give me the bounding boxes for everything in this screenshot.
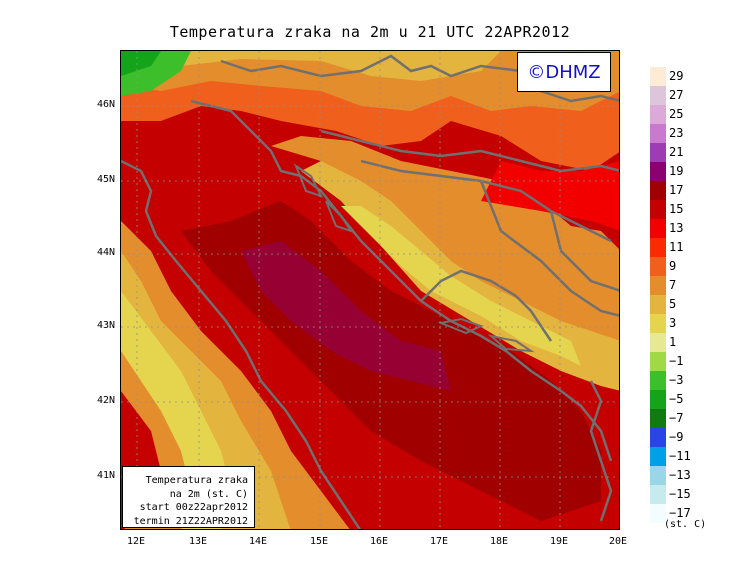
info-line-4: termin 21Z22APR2012 [133,515,248,527]
info-line-2: na 2m (st. C) [169,488,248,500]
legend-swatch [650,466,666,485]
legend-swatch [650,409,666,428]
legend-label: 7 [669,278,677,292]
legend-swatch [650,352,666,371]
legend-swatch [650,162,666,181]
lon-label: 13E [188,536,208,547]
legend-swatch [650,257,666,276]
legend-label: −13 [669,468,691,482]
legend-label: 29 [669,69,684,83]
legend-label: 21 [669,145,684,159]
lat-label: 45N [96,174,115,185]
info-line-3: start 00z22apr2012 [139,502,248,513]
legend-label: 19 [669,164,684,178]
legend-label: 13 [669,221,684,235]
lat-label: 41N [96,470,115,481]
legend-label: 5 [669,297,677,311]
legend-swatch [650,295,666,314]
lat-label: 42N [96,395,115,406]
lon-label: 19E [549,536,569,547]
lat-label: 43N [96,320,115,331]
lon-label: 16E [369,536,389,547]
lon-label: 15E [309,536,329,547]
legend-swatch [650,86,666,105]
legend-label: −7 [669,411,684,425]
legend-label: 27 [669,88,684,102]
lon-label: 17E [429,536,449,547]
legend-label: 11 [669,240,684,254]
legend-swatch [650,181,666,200]
legend-label: −15 [669,487,691,501]
legend-label: −11 [669,449,691,463]
legend-label: −3 [669,373,684,387]
dhmz-logo: ©DHMZ [517,52,611,92]
lon-label: 12E [126,536,146,547]
legend-swatch [650,333,666,352]
info-line-1: Temperatura zraka [145,475,248,486]
lon-label: 18E [489,536,509,547]
legend-label: 3 [669,316,677,330]
map-title: Temperatura zraka na 2m u 21 UTC 22APR20… [169,23,571,41]
legend-swatch [650,200,666,219]
legend-swatch [650,105,666,124]
info-box: Temperatura zraka na 2m (st. C) start 00… [122,466,255,528]
legend-swatch [650,485,666,504]
legend-swatch [650,276,666,295]
legend-label: 17 [669,183,684,197]
legend-swatch [650,371,666,390]
lat-label: 46N [96,99,115,110]
temperature-map [120,50,620,530]
lat-label: 44N [96,247,115,258]
legend-swatch [650,504,666,523]
legend-label: −5 [669,392,684,406]
legend-label: −17 [669,506,691,520]
lon-label: 14E [248,536,268,547]
legend-swatch [650,428,666,447]
legend-swatch [650,447,666,466]
legend-swatch [650,124,666,143]
legend-swatch [650,67,666,86]
legend-label: 15 [669,202,684,216]
legend-label: 25 [669,107,684,121]
legend-swatch [650,238,666,257]
legend-swatch [650,219,666,238]
legend-label: 9 [669,259,677,273]
legend-swatch [650,143,666,162]
legend-swatch [650,390,666,409]
legend-label: 23 [669,126,684,140]
legend-label: −9 [669,430,684,444]
legend-units: (st. C) [664,519,707,530]
legend-swatch [650,314,666,333]
lon-label: 20E [608,536,628,547]
legend-label: 1 [669,335,677,349]
legend-label: −1 [669,354,684,368]
